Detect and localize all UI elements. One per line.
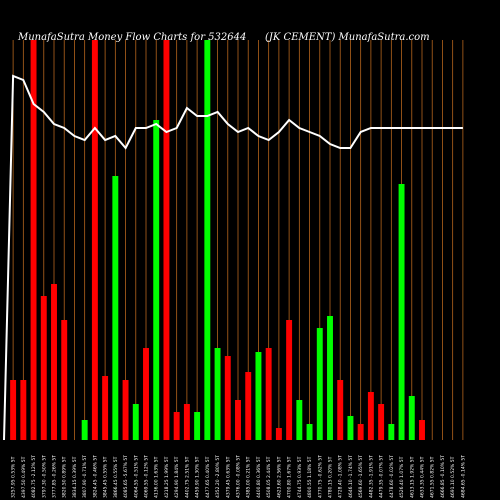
bar xyxy=(132,404,139,440)
bar xyxy=(112,176,119,440)
tick-label: 4623.60 2.56% 5T xyxy=(276,456,282,498)
tick-label: 4459.90 1.30% 5T xyxy=(195,456,201,498)
tick-label: 3777.85 -0.26% 5T xyxy=(52,455,58,498)
tick-label: 4700.80 1.67% 5T xyxy=(287,456,293,498)
bar xyxy=(378,404,385,440)
tick-label: 4482.35 -1.91% 5T xyxy=(368,455,374,498)
bar xyxy=(419,420,425,440)
bar xyxy=(296,400,303,440)
bar xyxy=(30,40,37,440)
bar xyxy=(327,316,333,440)
bar xyxy=(224,356,231,440)
bar xyxy=(265,348,272,440)
bar xyxy=(316,328,323,440)
bar xyxy=(235,400,241,440)
tick-label: 4569.60 -1.65% 5T xyxy=(358,455,364,498)
tick-label: 4082.75 -2.12% 5T xyxy=(31,455,37,498)
bar xyxy=(183,404,190,440)
tick-label: 4218.25 1.99% 5T xyxy=(164,456,170,498)
bar xyxy=(367,392,374,440)
tick-label: 4526.40 1.07% 5T xyxy=(399,456,405,498)
tick-label: 4479.35 -0.07% 5T xyxy=(379,455,385,498)
bar xyxy=(398,184,405,440)
tick-label: 4744.75 0.93% 5T xyxy=(297,456,303,498)
bar-series xyxy=(10,40,425,440)
bar xyxy=(10,380,17,440)
bar xyxy=(20,380,27,440)
bar xyxy=(81,420,88,440)
tick-label: 3807.90 -0.71% 5T xyxy=(82,455,88,498)
bar xyxy=(51,284,57,440)
tick-label: 3257.95 0.53% 5T xyxy=(11,456,17,498)
bar xyxy=(194,412,201,440)
chart-title: MunafaSutra Money Flow Charts for 532644 xyxy=(17,32,246,43)
tick-label: 4136.00 1.63% 5T xyxy=(154,456,160,498)
tick-label: 4770.75 -0.62% 5T xyxy=(317,455,323,498)
tick-label: 4508.05 2.44% 5T xyxy=(266,456,272,498)
bar xyxy=(91,40,98,440)
bar xyxy=(255,352,262,440)
bar xyxy=(337,380,344,440)
grid-lines xyxy=(12,40,464,440)
money-flow-line xyxy=(3,74,463,441)
tick-label: 3797.30 -0.50% 5T xyxy=(41,455,47,498)
tick-label: 3866.45 0.55% 5T xyxy=(113,456,119,498)
tick-label: 4085.65 -5.67% 5T xyxy=(123,455,129,498)
bar xyxy=(214,348,221,440)
tick-label: 4666.85 -0.10% 5T xyxy=(440,455,446,498)
tick-label: 4478.60 -0.02% 5T xyxy=(389,455,395,498)
tick-label: 4477.65 0.40% 5T xyxy=(205,456,211,498)
bar xyxy=(173,412,180,440)
bar xyxy=(204,40,211,440)
bar xyxy=(61,320,68,440)
tick-label: 4691.10 0.52% 5T xyxy=(450,456,456,498)
tick-label: 4684.65 -0.14% 5T xyxy=(460,455,466,498)
x-axis-tick-labels: 3257.95 0.53% 5T 4397.50 0.49% 5T 4082.75 … xyxy=(11,455,467,498)
tick-label: 3845.45 0.55% 5T xyxy=(103,456,109,498)
bar xyxy=(347,416,354,440)
tick-label: 4646.10 -1.74% 5T xyxy=(348,455,354,498)
bar xyxy=(408,396,415,440)
tick-label: 4671.55 0.82% 5T xyxy=(430,456,436,498)
tick-label: 3834.15 0.39% 5T xyxy=(72,456,78,498)
bar xyxy=(153,120,160,440)
tick-label: 4780.15 0.20% 5T xyxy=(328,456,334,498)
tick-label: 3820.50 0.89% 5T xyxy=(62,456,68,498)
bar xyxy=(275,428,282,440)
tick-label: 3824.45 -0.46% 5T xyxy=(92,455,98,498)
tick-label: 4376.00 -0.08% 5T xyxy=(236,455,242,498)
bar xyxy=(286,320,293,440)
tick-label: 4400.80 0.36% 5T xyxy=(256,456,262,498)
tick-label: 4613.15 1.92% 5T xyxy=(409,456,415,498)
tick-label: 4402.75 2.51% 5T xyxy=(184,456,190,498)
bar xyxy=(306,424,313,440)
tick-label: 4064.55 -0.51% 5T xyxy=(133,455,139,498)
tick-label: 4385.00 0.21% 5T xyxy=(246,456,252,498)
bar xyxy=(143,348,149,440)
bar xyxy=(388,424,395,440)
bar xyxy=(102,376,109,440)
chart-title-right: (JK CEMENT) MunafaSutra.com xyxy=(265,32,430,43)
tick-label: 4397.50 0.49% 5T xyxy=(21,456,27,498)
bar xyxy=(163,40,170,440)
tick-label: 4633.35 0.44% 5T xyxy=(420,456,426,498)
bar xyxy=(245,372,252,440)
bar xyxy=(40,296,47,440)
tick-label: 4352.20 -2.80% 5T xyxy=(215,455,221,498)
tick-label: 4800.55 1.18% 5T xyxy=(307,456,313,498)
tick-label: 4379.45 0.63% 5T xyxy=(225,456,231,498)
tick-label: 4728.40 -1.08% 5T xyxy=(338,455,344,498)
tick-label: 4069.55 -0.12% 5T xyxy=(144,455,150,498)
bar xyxy=(357,424,364,440)
tick-label: 4294.90 1.84% 5T xyxy=(174,456,180,498)
bar xyxy=(122,380,129,440)
